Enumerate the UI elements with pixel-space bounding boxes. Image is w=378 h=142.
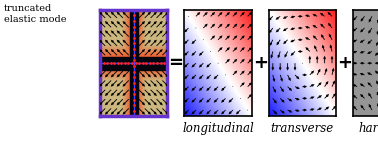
- Text: truncated
elastic mode: truncated elastic mode: [4, 4, 66, 24]
- Text: +: +: [337, 54, 352, 72]
- Text: longitudinal: longitudinal: [182, 122, 254, 135]
- Text: =: =: [169, 54, 183, 72]
- Text: transverse: transverse: [271, 122, 334, 135]
- Text: +: +: [253, 54, 268, 72]
- Text: harmonic: harmonic: [358, 122, 378, 135]
